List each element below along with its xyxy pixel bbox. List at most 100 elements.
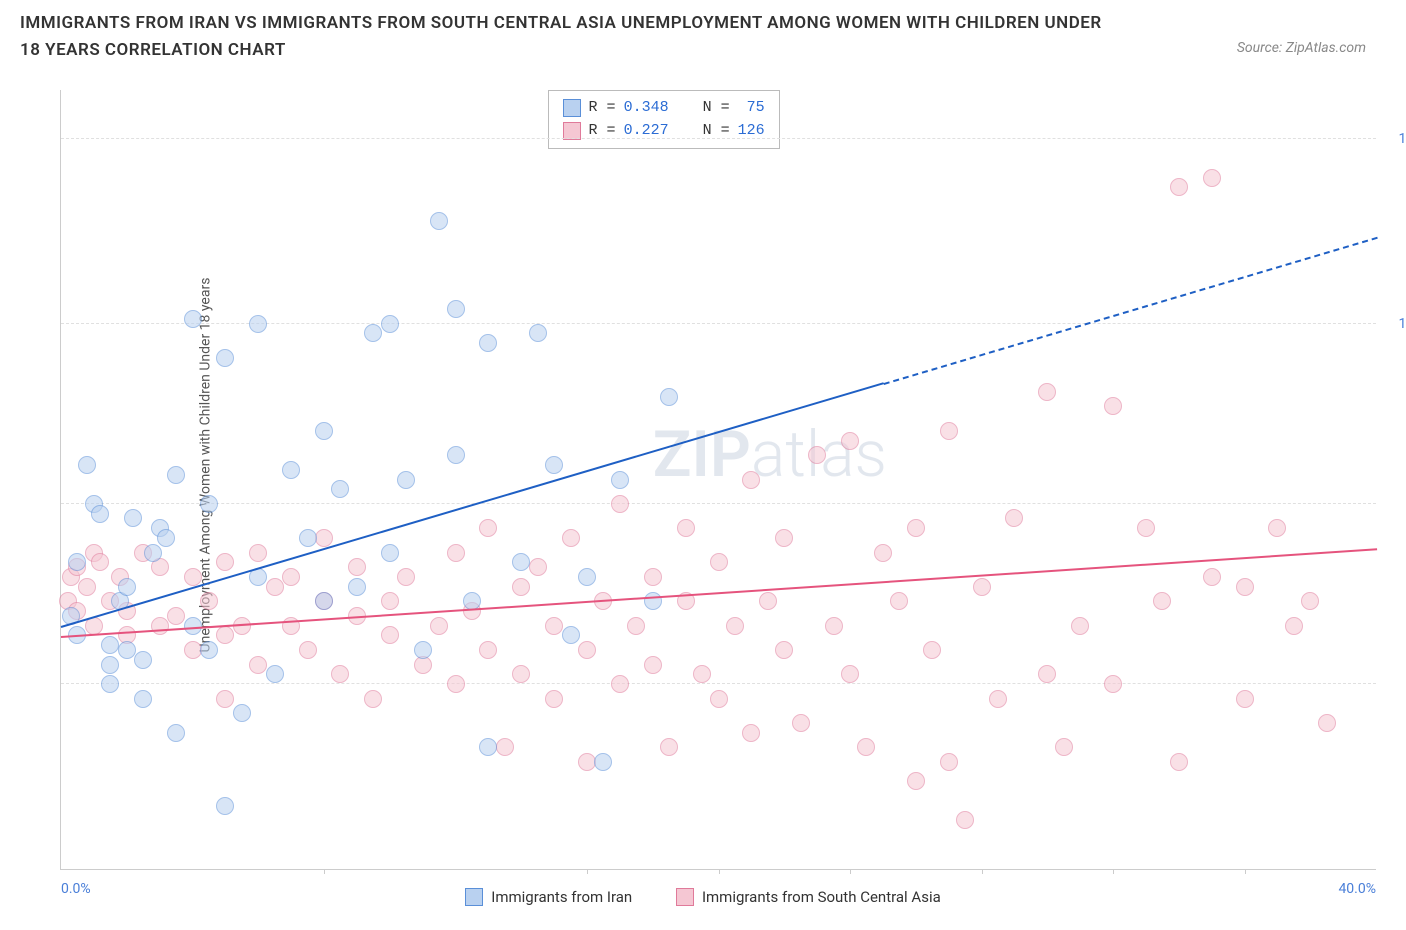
scatter-point-series1 — [512, 553, 530, 571]
scatter-point-series2 — [216, 690, 234, 708]
x-tick-mark — [982, 869, 983, 874]
scatter-point-series1 — [200, 495, 218, 513]
scatter-point-series1 — [101, 675, 119, 693]
scatter-point-series2 — [1153, 592, 1171, 610]
scatter-point-series1 — [134, 651, 152, 669]
scatter-point-series1 — [157, 529, 175, 547]
scatter-point-series2 — [200, 592, 218, 610]
scatter-point-series1 — [660, 388, 678, 406]
scatter-point-series2 — [973, 578, 991, 596]
scatter-point-series1 — [594, 753, 612, 771]
scatter-point-series1 — [447, 446, 465, 464]
scatter-point-series2 — [447, 675, 465, 693]
scatter-point-series2 — [923, 641, 941, 659]
scatter-point-series1 — [414, 641, 432, 659]
scatter-point-series1 — [479, 738, 497, 756]
scatter-point-series2 — [890, 592, 908, 610]
scatter-point-series2 — [331, 665, 349, 683]
legend-item-series1: Immigrants from Iran — [465, 888, 632, 906]
scatter-point-series2 — [874, 544, 892, 562]
scatter-point-series2 — [479, 641, 497, 659]
scatter-point-series2 — [907, 772, 925, 790]
n-label: N = — [703, 97, 730, 120]
scatter-point-series2 — [726, 617, 744, 635]
stats-row-series1: R = 0.348 N = 75 — [563, 97, 765, 120]
scatter-point-series2 — [742, 724, 760, 742]
scatter-point-series2 — [907, 519, 925, 537]
x-tick-mark — [1113, 869, 1114, 874]
scatter-point-series2 — [660, 738, 678, 756]
scatter-point-series2 — [808, 446, 826, 464]
scatter-point-series1 — [200, 641, 218, 659]
y-tick-label: 15.0% — [1398, 131, 1406, 147]
legend-label-series2: Immigrants from South Central Asia — [702, 888, 941, 906]
scatter-point-series2 — [167, 607, 185, 625]
scatter-point-series1 — [266, 665, 284, 683]
scatter-point-series1 — [348, 578, 366, 596]
scatter-point-series2 — [1038, 665, 1056, 683]
scatter-point-series1 — [397, 471, 415, 489]
scatter-point-series2 — [151, 617, 169, 635]
scatter-point-series2 — [216, 626, 234, 644]
scatter-point-series2 — [841, 432, 859, 450]
scatter-point-series1 — [233, 704, 251, 722]
r-value-series1: 0.348 — [624, 97, 669, 120]
scatter-point-series2 — [512, 665, 530, 683]
gridline — [61, 138, 1376, 139]
scatter-point-series2 — [562, 529, 580, 547]
scatter-point-series2 — [627, 617, 645, 635]
scatter-point-series2 — [989, 690, 1007, 708]
scatter-point-series1 — [381, 315, 399, 333]
scatter-point-series1 — [299, 529, 317, 547]
x-tick-mark — [324, 869, 325, 874]
scatter-point-series2 — [1318, 714, 1336, 732]
scatter-point-series1 — [118, 578, 136, 596]
chart-title: IMMIGRANTS FROM IRAN VS IMMIGRANTS FROM … — [20, 10, 1120, 64]
scatter-point-series2 — [78, 578, 96, 596]
scatter-point-series1 — [611, 471, 629, 489]
scatter-point-series1 — [68, 553, 86, 571]
scatter-point-series1 — [101, 656, 119, 674]
y-tick-label: 11.2% — [1398, 316, 1406, 332]
scatter-point-series2 — [940, 753, 958, 771]
scatter-point-series2 — [1203, 568, 1221, 586]
scatter-point-series2 — [91, 553, 109, 571]
scatter-point-series2 — [1236, 690, 1254, 708]
scatter-point-series2 — [1005, 509, 1023, 527]
scatter-point-series2 — [644, 656, 662, 674]
scatter-point-series2 — [742, 471, 760, 489]
correlation-stats-box: R = 0.348 N = 75 R = 0.227 N = 126 — [548, 90, 780, 149]
scatter-point-series2 — [529, 558, 547, 576]
scatter-point-series1 — [216, 797, 234, 815]
scatter-point-series1 — [134, 690, 152, 708]
scatter-point-series1 — [249, 315, 267, 333]
watermark: ZIPatlas — [653, 417, 887, 492]
scatter-point-series1 — [331, 480, 349, 498]
scatter-point-series2 — [1170, 178, 1188, 196]
scatter-point-series2 — [1170, 753, 1188, 771]
scatter-point-series2 — [1203, 169, 1221, 187]
scatter-point-series2 — [282, 568, 300, 586]
scatter-point-series2 — [677, 519, 695, 537]
scatter-point-series2 — [644, 568, 662, 586]
x-tick-mark — [850, 869, 851, 874]
scatter-point-series2 — [710, 553, 728, 571]
scatter-point-series2 — [857, 738, 875, 756]
scatter-point-series2 — [841, 665, 859, 683]
swatch-series1 — [563, 99, 581, 117]
scatter-point-series2 — [1285, 617, 1303, 635]
swatch-series1 — [465, 888, 483, 906]
scatter-point-series2 — [1038, 383, 1056, 401]
scatter-point-series2 — [775, 641, 793, 659]
scatter-point-series1 — [78, 456, 96, 474]
scatter-point-series2 — [1236, 578, 1254, 596]
scatter-point-series2 — [381, 592, 399, 610]
chart-plot-area: ZIPatlas R = 0.348 N = 75 R = 0.227 N = … — [60, 90, 1376, 870]
scatter-point-series2 — [956, 811, 974, 829]
scatter-point-series1 — [381, 544, 399, 562]
scatter-point-series2 — [184, 641, 202, 659]
scatter-point-series1 — [529, 324, 547, 342]
legend-label-series1: Immigrants from Iran — [491, 888, 632, 906]
bottom-legend: Immigrants from Iran Immigrants from Sou… — [0, 888, 1406, 910]
gridline — [61, 503, 1376, 504]
